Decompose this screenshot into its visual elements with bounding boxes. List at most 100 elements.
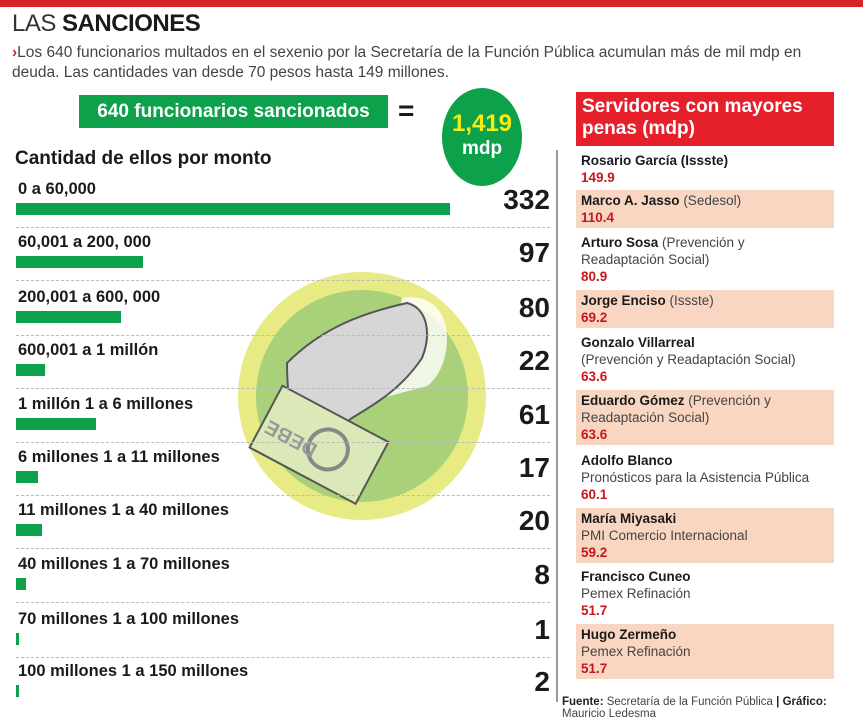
chart-row: 600,001 a 1 millón 22 [16,341,550,395]
ranking-title: Servidores con mayores penas (mdp) [576,92,834,146]
category-label: 6 millones 1 a 11 millones [18,448,220,466]
penalty-value: 51.7 [581,661,608,676]
chart-row: 6 millones 1 a 11 millones 17 [16,448,550,502]
value-label: 97 [518,237,550,268]
amount-value: 1,419 [451,110,513,137]
chart-row: 100 millones 1 a 150 millones 2 [16,662,550,716]
penalty-value: 63.6 [581,427,608,442]
amount-unit: mdp [461,138,503,159]
bar [16,364,45,376]
ranking-item: Eduardo Gómez (Prevención y Readaptación… [576,390,834,445]
official-name: Rosario García (Issste) [581,153,729,168]
bar [16,578,27,590]
official-name: Adolfo Blanco [581,453,673,468]
value-label: 1 [534,614,550,645]
ranking-item: María Miyasaki PMI Comercio Internacional… [576,508,834,563]
bar [16,418,96,430]
bar [16,471,39,483]
value-label: 22 [518,345,550,376]
official-name: Francisco Cuneo [581,569,691,584]
ranking-item: Adolfo Blanco Pronósticos para la Asisten… [576,450,834,505]
page-title: LAS SANCIONES [12,10,201,38]
official-agency: Pronósticos para la Asistencia Pública [581,470,810,485]
ranking-item: Hugo Zermeño Pemex Refinación 51.7 [576,624,834,679]
row-separator [16,657,550,658]
penalty-value: 51.7 [581,603,608,618]
credit-label: Gráfico: [782,696,827,708]
official-name: Hugo Zermeño [581,627,677,642]
bar [16,524,43,536]
value-label: 8 [534,559,550,590]
value-label: 2 [534,666,550,697]
category-label: 60,001 a 200, 000 [18,233,152,251]
value-label: 332 [503,184,550,215]
row-separator [16,548,550,549]
category-label: 40 millones 1 a 70 millones [18,555,230,573]
row-separator [16,335,550,336]
official-name: Gonzalo Villarreal [581,335,695,350]
official-name: Arturo Sosa [581,235,659,250]
penalty-value: 80.9 [581,269,608,284]
category-label: 1 millón 1 a 6 millones [18,395,194,413]
chart-row: 0 a 60,000 332 [16,180,550,234]
official-agency: (Prevención y Readaptación Social) [581,235,745,267]
chart-row: 200,001 a 600, 000 80 [16,288,550,342]
chart-row: 1 millón 1 a 6 millones 61 [16,395,550,449]
category-label: 11 millones 1 a 40 millones [18,501,229,519]
bill-icon: DEBE [248,384,390,506]
arrow-icon: › [12,44,18,61]
chart-title: Cantidad de ellos por monto [15,148,272,169]
chart-row: 70 millones 1 a 100 millones 1 [16,610,550,664]
source-text: Secretaría de la Función Pública [606,696,773,708]
value-label: 17 [518,452,550,483]
row-separator [16,602,550,603]
chart-row: 40 millones 1 a 70 millones 8 [16,555,550,609]
value-label: 61 [518,399,550,430]
ranking-item: Arturo Sosa (Prevención y Readaptación S… [576,232,834,287]
source-label: Fuente: [562,696,604,708]
bar [16,685,19,697]
intro-text: ›Los 640 funcionarios multados en el sex… [12,43,842,83]
official-agency: Pemex Refinación [581,644,691,659]
category-label: 200,001 a 600, 000 [18,288,161,306]
value-label: 80 [518,292,550,323]
official-name: María Miyasaki [581,511,677,526]
credit-text: Mauricio Ledesma [562,708,656,720]
official-agency: (Sedesol) [683,193,742,208]
row-separator [16,227,550,228]
column-divider [556,150,558,702]
penalty-value: 60.1 [581,487,608,502]
title-light: LAS [12,10,56,37]
value-label: 20 [518,505,550,536]
official-name: Marco A. Jasso [581,193,680,208]
intro-body: Los 640 funcionarios multados en el sexe… [12,44,802,81]
official-name: Eduardo Gómez [581,393,685,408]
penalty-value: 149.9 [581,170,615,185]
bar [16,633,19,645]
row-separator [16,495,550,496]
penalty-value: 59.2 [581,545,608,560]
amount-total-badge: 1,419 mdp [442,88,522,186]
penalty-value: 110.4 [581,210,615,225]
row-separator [16,280,550,281]
chart-row: 11 millones 1 a 40 millones 20 [16,501,550,555]
hand-bill-illustration: DEBE [238,272,486,520]
row-separator [16,388,550,389]
equals-sign: = [398,95,415,126]
officials-total: 640 funcionarios sancionados [79,95,388,128]
category-label: 0 a 60,000 [18,180,96,198]
official-agency: (Issste) [669,293,714,308]
official-agency: (Prevención y Readaptación Social) [581,393,771,425]
category-label: 600,001 a 1 millón [18,341,159,359]
official-name: Jorge Enciso [581,293,666,308]
ranking-item: Gonzalo Villarreal (Prevención y Readapta… [576,332,834,387]
top-accent-bar [0,0,863,7]
title-bold: SANCIONES [62,10,201,37]
bar [16,311,121,323]
chart-row: 60,001 a 200, 000 97 [16,233,550,287]
footer-divider: | [776,696,780,708]
footer-credits: Fuente: Secretaría de la Función Pública… [562,696,863,720]
penalty-value: 63.6 [581,369,608,384]
bar [16,203,450,215]
row-separator [16,442,550,443]
